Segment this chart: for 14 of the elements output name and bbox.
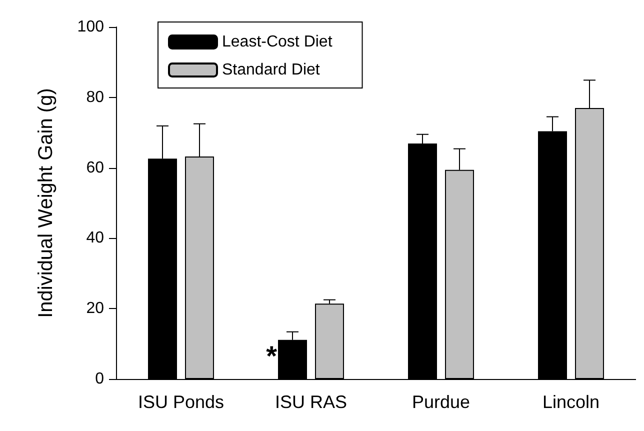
legend-label: Least-Cost Diet xyxy=(222,34,333,50)
y-tick-label: 60 xyxy=(86,159,104,176)
y-tick-label: 0 xyxy=(95,370,104,388)
y-tick-label: 100 xyxy=(77,18,104,36)
x-tick-label: ISU Ponds xyxy=(138,392,224,412)
y-tick-label: 20 xyxy=(86,300,104,318)
x-tick-label: Purdue xyxy=(412,392,470,412)
x-tick-label: ISU RAS xyxy=(274,392,348,412)
y-tick-label: 40 xyxy=(86,230,104,247)
y-axis-title: Individual Weight Gain (g) xyxy=(35,88,57,318)
x-tick-label: Lincoln xyxy=(542,392,600,412)
annotation: * xyxy=(266,340,278,372)
legend-label: Standard Diet xyxy=(222,62,320,78)
y-tick-label: 80 xyxy=(86,88,104,106)
